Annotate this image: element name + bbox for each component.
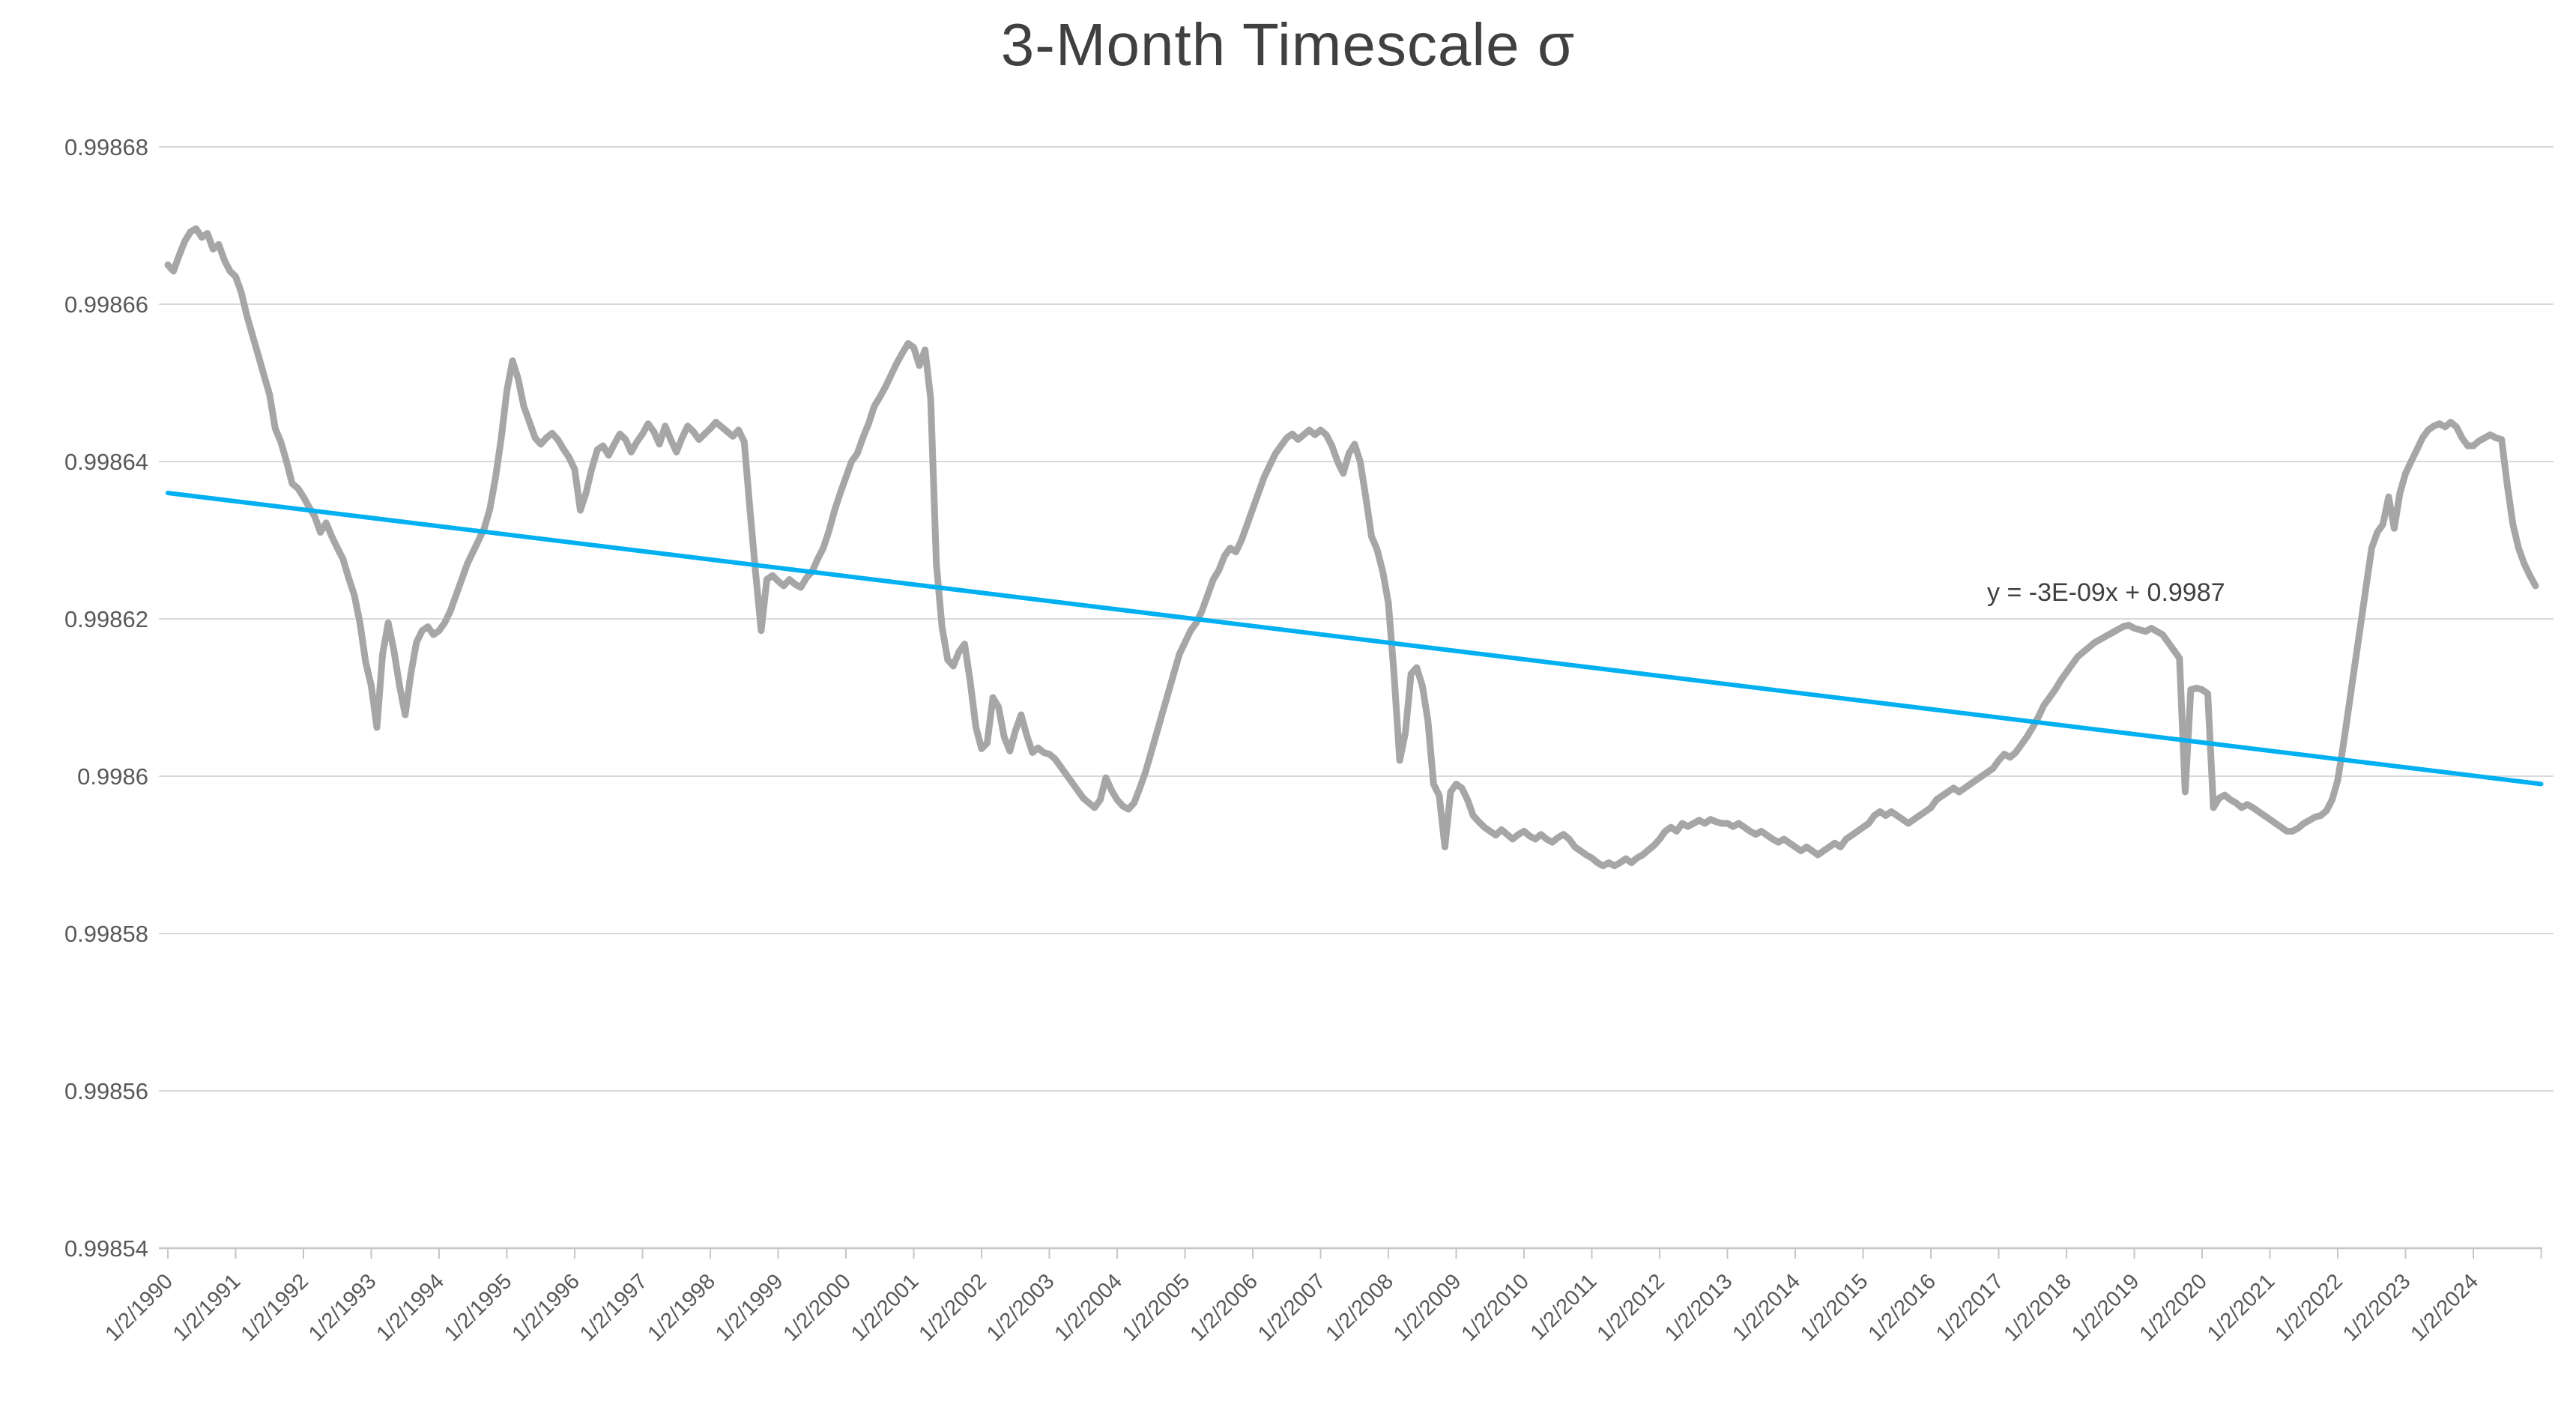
y-tick-label: 0.99862 [64,606,148,632]
x-tick-label: 1/2/2021 [2203,1269,2279,1346]
x-tick-label: 1/2/2018 [1999,1269,2075,1346]
x-tick-label: 1/2/2003 [982,1269,1059,1346]
y-tick-label: 0.99856 [64,1078,148,1104]
x-tick-label: 1/2/2000 [778,1269,855,1346]
x-tick-label: 1/2/1990 [100,1269,177,1346]
x-tick-label: 1/2/2012 [1592,1269,1669,1346]
x-tick-label: 1/2/2009 [1389,1269,1466,1346]
x-tick-label: 1/2/1993 [304,1269,381,1346]
y-tick-label: 0.99858 [64,921,148,947]
x-tick-label: 1/2/2023 [2338,1269,2415,1346]
x-tick-label: 1/2/1996 [507,1269,584,1346]
x-tick-label: 1/2/1998 [643,1269,719,1346]
x-tick-label: 1/2/2006 [1185,1269,1262,1346]
x-tick-label: 1/2/1992 [236,1269,312,1346]
x-tick-label: 1/2/2024 [2406,1269,2482,1346]
x-tick-label: 1/2/2008 [1321,1269,1397,1346]
x-tick-label: 1/2/2010 [1457,1269,1533,1346]
x-tick-label: 1/2/2015 [1796,1269,1872,1346]
trendline-equation-label: y = -3E-09x + 0.9987 [1987,578,2225,607]
x-tick-label: 1/2/1991 [169,1269,245,1346]
x-tick-label: 1/2/2007 [1254,1269,1330,1346]
x-tick-label: 1/2/1997 [575,1269,652,1346]
y-tick-label: 0.9986 [77,763,148,790]
x-tick-label: 1/2/2002 [914,1269,991,1346]
x-tick-label: 1/2/2001 [847,1269,923,1346]
x-tick-label: 1/2/2005 [1118,1269,1194,1346]
x-tick-label: 1/2/1999 [711,1269,787,1346]
x-tick-label: 1/2/1994 [372,1269,448,1346]
x-tick-label: 1/2/2016 [1863,1269,1940,1346]
x-tick-label: 1/2/2017 [1932,1269,2008,1346]
y-tick-label: 0.99868 [64,134,148,160]
chart-title: 3-Month Timescale σ [1000,11,1576,78]
x-tick-label: 1/2/2013 [1660,1269,1737,1346]
y-tick-label: 0.99866 [64,291,148,318]
x-tick-label: 1/2/2004 [1050,1269,1126,1346]
series-line [164,225,2539,870]
x-tick-label: 1/2/2019 [2067,1269,2144,1346]
x-tick-label: 1/2/2022 [2270,1269,2347,1346]
x-tick-label: 1/2/1995 [440,1269,516,1346]
y-tick-label: 0.99864 [64,449,148,475]
x-tick-label: 1/2/2020 [2135,1269,2211,1346]
x-tick-label: 1/2/2014 [1728,1269,1804,1346]
y-tick-label: 0.99854 [64,1235,148,1262]
x-tick-label: 1/2/2011 [1526,1269,1602,1345]
trendline [166,491,2544,787]
